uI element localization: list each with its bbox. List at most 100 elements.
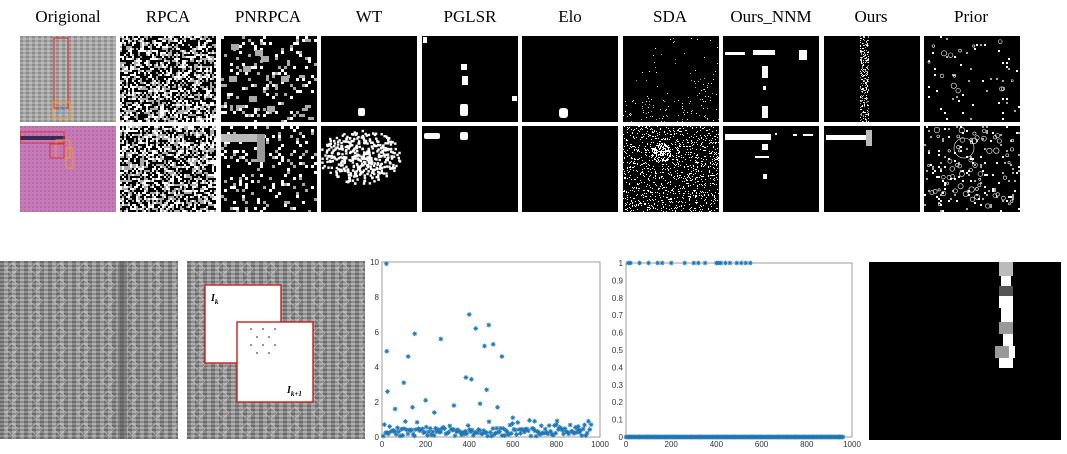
- data-point: [682, 260, 688, 266]
- data-point: [691, 260, 697, 266]
- plot-axes: [381, 261, 601, 438]
- data-point: [525, 428, 531, 434]
- row1-wt-mask: [321, 36, 417, 122]
- y-tick-label: 0: [619, 433, 624, 442]
- data-point: [400, 432, 406, 438]
- y-tick-label: 0.4: [612, 363, 624, 372]
- data-point: [401, 380, 407, 386]
- data-point: [637, 260, 642, 266]
- y-tick-label: 0.3: [612, 381, 624, 390]
- data-point: [392, 406, 398, 412]
- data-point: [554, 422, 559, 428]
- data-point: [734, 260, 740, 266]
- data-point: [464, 431, 470, 437]
- y-tick-label: 2: [375, 398, 380, 407]
- data-point: [410, 404, 415, 410]
- y-tick-label: 0.7: [612, 311, 624, 320]
- data-point: [743, 260, 749, 266]
- y-tick-label: 6: [375, 328, 380, 337]
- data-point: [385, 389, 390, 394]
- data-point: [502, 433, 508, 438]
- data-point: [727, 260, 733, 266]
- x-tick-label: 400: [463, 440, 477, 449]
- header-sda: SDA: [652, 7, 687, 26]
- data-point: [412, 331, 418, 337]
- data-point: [387, 424, 393, 429]
- row2-wt-mask: [321, 126, 417, 212]
- data-point: [425, 432, 430, 438]
- data-point: [442, 426, 447, 431]
- data-point: [567, 422, 573, 428]
- y-tick-label: 0.9: [612, 276, 624, 285]
- row1-elo-mask: [522, 36, 618, 122]
- data-point: [575, 424, 581, 429]
- data-point: [487, 429, 493, 435]
- row2-ours-mask: [824, 126, 920, 212]
- data-point: [489, 433, 495, 439]
- header-pglsr: PGLSR: [443, 7, 497, 26]
- data-point: [473, 326, 479, 331]
- y-tick-label: 0.1: [612, 416, 624, 425]
- data-point: [405, 354, 411, 359]
- data-point: [452, 433, 458, 439]
- x-tick-label: 600: [755, 440, 769, 449]
- data-point: [702, 260, 708, 266]
- header-elo: Elo: [558, 7, 582, 26]
- data-point: [695, 260, 701, 266]
- data-point: [501, 426, 506, 431]
- data-point: [499, 354, 505, 359]
- y-tick-label: 10: [370, 258, 379, 267]
- header-pnrpca: PNRPCA: [234, 7, 302, 26]
- plot-axes: [625, 262, 853, 438]
- header-ours: Ours: [854, 7, 888, 26]
- row2-pglsr-mask: [422, 126, 518, 212]
- data-point: [532, 418, 537, 424]
- row1-pnrpca-noise: [221, 36, 317, 122]
- y-tick-label: 0.5: [612, 346, 624, 355]
- data-point: [510, 421, 515, 427]
- data-point: [427, 426, 433, 431]
- frame-label-first: Ik: [210, 293, 219, 306]
- data-point: [468, 376, 474, 382]
- data-point: [486, 419, 492, 425]
- row2-rpca-noise: [120, 126, 216, 212]
- dot-grid: [249, 327, 277, 355]
- x-tick-label: 200: [419, 440, 433, 449]
- data-point: [380, 433, 386, 439]
- data-point: [451, 403, 457, 408]
- y-tick-label: 0: [375, 433, 380, 442]
- row1-ours-mask: [824, 36, 920, 122]
- data-point: [723, 260, 728, 266]
- data-point: [546, 423, 552, 428]
- row1-ours-nnm-mask: [723, 36, 819, 122]
- data-point: [414, 419, 420, 425]
- data-point: [718, 260, 724, 266]
- row2-pnrpca-noise: [221, 126, 317, 212]
- x-tick-label: 400: [710, 440, 724, 449]
- x-tick-label: 1000: [591, 440, 609, 449]
- result-mask-image: [869, 262, 1061, 440]
- header-prior: Prior: [954, 7, 988, 26]
- data-point: [738, 260, 744, 266]
- row2-sda-mask: [623, 126, 719, 212]
- data-point: [588, 422, 594, 428]
- header-wt: WT: [355, 7, 383, 26]
- data-point: [628, 260, 633, 266]
- y-tick-label: 1: [619, 259, 624, 268]
- data-point: [419, 426, 425, 432]
- y-tick-label: 0.8: [612, 294, 624, 303]
- header-rpca: RPCA: [145, 7, 191, 26]
- row1-prior-mask: [924, 36, 1020, 122]
- row2-elo-mask: [522, 126, 618, 212]
- data-point: [582, 422, 587, 428]
- x-tick-label: 0: [624, 440, 629, 449]
- row1-pglsr-mask: [422, 36, 518, 122]
- y-tick-label: 0.6: [612, 329, 624, 338]
- data-point: [668, 260, 674, 266]
- x-tick-label: 200: [665, 440, 679, 449]
- data-point: [423, 397, 428, 403]
- data-point: [477, 401, 483, 407]
- scatter-plot-binary: 0 200 400 600 800 1000 0 0.1 0.2 0.3 0.4 0.5 0.6 0.7 0…: [604, 255, 864, 453]
- y-tick-label: 4: [375, 363, 380, 372]
- data-point: [490, 341, 496, 347]
